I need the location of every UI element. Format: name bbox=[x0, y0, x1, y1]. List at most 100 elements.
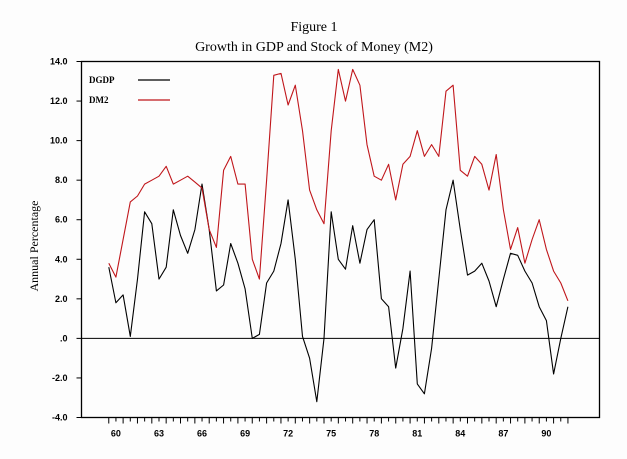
data-point-dm2 bbox=[524, 263, 525, 264]
data-point-dm2 bbox=[352, 69, 353, 70]
data-point-dm2 bbox=[137, 195, 138, 196]
data-point-dm2 bbox=[259, 279, 260, 280]
data-point-dm2 bbox=[130, 201, 131, 202]
data-point-dm2 bbox=[108, 263, 109, 264]
data-point-dgdp bbox=[288, 199, 289, 200]
data-point-dm2 bbox=[144, 184, 145, 185]
data-point-dgdp bbox=[323, 338, 324, 339]
data-point-dgdp bbox=[173, 209, 174, 210]
y-axis: 14.0 12.0 10.0 8.0 6.0 4.0 2.0 .0 -2.0 -4.0 bbox=[50, 57, 82, 423]
data-point-dgdp bbox=[553, 373, 554, 374]
series-line-dgdp bbox=[108, 179, 569, 403]
data-point-dm2 bbox=[417, 130, 418, 131]
data-point-dgdp bbox=[223, 284, 224, 285]
y-tick-label: 10.0 bbox=[50, 136, 68, 146]
data-point-dgdp bbox=[453, 180, 454, 181]
data-point-dgdp bbox=[395, 368, 396, 369]
data-point-dm2 bbox=[359, 85, 360, 86]
x-tick-label: 69 bbox=[240, 429, 250, 439]
x-tick-label: 72 bbox=[283, 429, 293, 439]
legend: DGDP DM2 bbox=[89, 75, 170, 105]
data-point-dm2 bbox=[123, 239, 124, 240]
data-point-dgdp bbox=[539, 306, 540, 307]
data-point-dgdp bbox=[402, 328, 403, 329]
data-point-dgdp bbox=[331, 211, 332, 212]
data-point-dgdp bbox=[503, 279, 504, 280]
x-tick-label: 90 bbox=[541, 429, 551, 439]
data-point-dgdp bbox=[252, 338, 253, 339]
data-point-dgdp bbox=[374, 219, 375, 220]
data-point-dm2 bbox=[374, 176, 375, 177]
data-point-dgdp bbox=[496, 306, 497, 307]
data-point-dm2 bbox=[488, 190, 489, 191]
data-point-dm2 bbox=[338, 69, 339, 70]
data-point-dm2 bbox=[331, 130, 332, 131]
y-tick-label: 2.0 bbox=[55, 294, 68, 304]
y-tick-label: 8.0 bbox=[55, 175, 68, 185]
data-point-dgdp bbox=[474, 271, 475, 272]
data-point-dm2 bbox=[245, 184, 246, 185]
data-point-dm2 bbox=[395, 199, 396, 200]
data-point-dm2 bbox=[273, 75, 274, 76]
data-point-dgdp bbox=[488, 280, 489, 281]
data-point-dgdp bbox=[410, 271, 411, 272]
x-tick-label: 87 bbox=[498, 429, 508, 439]
data-point-dgdp bbox=[338, 259, 339, 260]
data-point-dgdp bbox=[180, 235, 181, 236]
y-tick-label: .0 bbox=[60, 333, 68, 343]
data-point-dm2 bbox=[201, 188, 202, 189]
data-point-dm2 bbox=[539, 219, 540, 220]
y-tick-label: 12.0 bbox=[50, 96, 68, 106]
data-point-dm2 bbox=[402, 164, 403, 165]
x-tick-label: 66 bbox=[197, 429, 207, 439]
data-point-dgdp bbox=[481, 263, 482, 264]
data-point-dm2 bbox=[496, 154, 497, 155]
data-point-dgdp bbox=[280, 243, 281, 244]
data-point-dm2 bbox=[467, 176, 468, 177]
data-point-dm2 bbox=[151, 180, 152, 181]
data-point-dm2 bbox=[453, 85, 454, 86]
data-point-dgdp bbox=[201, 184, 202, 185]
data-point-dgdp bbox=[151, 223, 152, 224]
data-point-dgdp bbox=[137, 279, 138, 280]
data-point-dgdp bbox=[417, 383, 418, 384]
data-point-dm2 bbox=[316, 209, 317, 210]
data-point-dm2 bbox=[460, 170, 461, 171]
x-axis: 60 63 66 69 72 75 78 81 84 87 90 bbox=[108, 417, 569, 439]
data-point-dm2 bbox=[288, 104, 289, 105]
data-point-dm2 bbox=[388, 164, 389, 165]
data-point-dm2 bbox=[173, 184, 174, 185]
data-point-dgdp bbox=[273, 271, 274, 272]
data-point-dgdp bbox=[352, 225, 353, 226]
data-point-dgdp bbox=[467, 275, 468, 276]
data-point-dm2 bbox=[237, 184, 238, 185]
data-point-dm2 bbox=[158, 176, 159, 177]
data-point-dgdp bbox=[266, 282, 267, 283]
data-point-dgdp bbox=[532, 282, 533, 283]
data-point-dgdp bbox=[517, 255, 518, 256]
series-layer bbox=[108, 68, 569, 403]
data-point-dgdp bbox=[366, 229, 367, 230]
data-point-dgdp bbox=[560, 338, 561, 339]
data-point-dgdp bbox=[567, 306, 568, 307]
x-tick-label: 75 bbox=[326, 429, 336, 439]
data-point-dm2 bbox=[424, 156, 425, 157]
data-point-dm2 bbox=[517, 227, 518, 228]
data-point-dm2 bbox=[381, 180, 382, 181]
data-point-dgdp bbox=[345, 269, 346, 270]
data-point-dgdp bbox=[166, 267, 167, 268]
data-point-dgdp bbox=[158, 279, 159, 280]
data-point-dgdp bbox=[381, 298, 382, 299]
series-line-dm2 bbox=[108, 68, 569, 302]
data-point-dgdp bbox=[144, 211, 145, 212]
data-point-dm2 bbox=[230, 156, 231, 157]
series-dgdp bbox=[108, 179, 569, 403]
data-point-dm2 bbox=[180, 180, 181, 181]
data-point-dm2 bbox=[532, 239, 533, 240]
y-axis-title: Annual Percentage bbox=[27, 201, 41, 292]
data-point-dgdp bbox=[115, 302, 116, 303]
data-point-dm2 bbox=[510, 249, 511, 250]
x-tick-label: 60 bbox=[111, 429, 121, 439]
data-point-dm2 bbox=[481, 164, 482, 165]
